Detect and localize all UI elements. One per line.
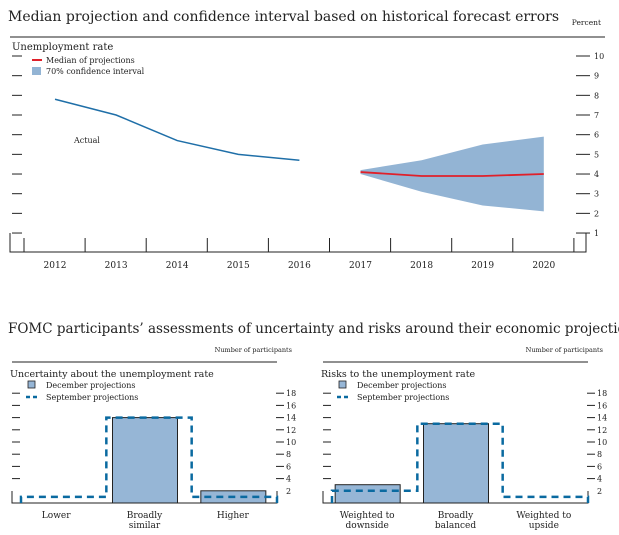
category-label: Broadly <box>127 511 163 521</box>
x-tick-label: 2016 <box>288 261 311 271</box>
y-tick-label: 7 <box>594 111 599 120</box>
y-tick-label: 18 <box>597 389 607 398</box>
category-label: downside <box>346 521 389 531</box>
chart-title: Uncertainty about the unemployment rate <box>10 369 214 380</box>
axis-frame <box>9 233 587 253</box>
middle-title: FOMC participants’ assessments of uncert… <box>8 321 619 337</box>
y-tick-label: 1 <box>594 229 599 238</box>
y-tick-label: 4 <box>594 170 599 179</box>
confidence-band <box>360 136 544 212</box>
y-tick-label: 12 <box>286 426 296 435</box>
legend-ci-label: 70% confidence interval <box>46 67 145 76</box>
y-tick-label: 4 <box>286 475 291 484</box>
unit-label: Percent <box>572 18 601 27</box>
actual-annotation: Actual <box>73 136 100 145</box>
category-label: balanced <box>435 521 477 531</box>
legend-december-swatch <box>27 380 36 389</box>
category-label: Lower <box>42 511 71 521</box>
december-bar <box>112 417 178 504</box>
chart-title: Risks to the unemployment rate <box>321 369 476 380</box>
legend-september-label: September projections <box>357 393 449 402</box>
bar-chart-risks: Number of participants Risks to the unemp… <box>321 346 607 531</box>
y-axis-label: Number of participants <box>215 346 292 354</box>
y-tick-label: 6 <box>594 131 599 140</box>
y-tick-label: 2 <box>594 209 599 218</box>
y-tick-label: 5 <box>594 150 599 159</box>
category-label: Higher <box>217 511 250 521</box>
legend-december-label: December projections <box>357 381 446 390</box>
september-outline <box>330 422 590 503</box>
category-label: upside <box>529 521 559 531</box>
median-line <box>360 171 544 177</box>
x-tick-label: 2015 <box>227 261 250 271</box>
y-tick-label: 16 <box>286 401 296 410</box>
category-label: Weighted to <box>340 511 395 521</box>
y-tick-label: 4 <box>597 475 602 484</box>
legend-median-label: Median of projections <box>46 56 135 65</box>
y-axis-label: Number of participants <box>526 346 603 354</box>
x-tick-label: 2019 <box>471 261 494 271</box>
y-tick-label: 10 <box>594 52 604 61</box>
y-tick-label: 16 <box>597 401 607 410</box>
top-title: Median projection and confidence interva… <box>8 9 559 25</box>
y-tick-label: 10 <box>286 438 296 447</box>
x-tick-label: 2017 <box>349 261 372 271</box>
chart-title: Unemployment rate <box>12 42 113 53</box>
legend-ci-swatch <box>32 67 41 75</box>
x-tick-label: 2013 <box>105 261 128 271</box>
category-label: similar <box>129 521 161 531</box>
y-tick-label: 8 <box>594 91 599 100</box>
line-chart: 2012 2013 2014 2015 2016 2017 2018 2019 2020 1 2 3 4… <box>9 36 605 271</box>
x-tick-label: 2014 <box>166 261 189 271</box>
y-tick-label: 9 <box>594 72 599 81</box>
december-bar <box>423 423 489 504</box>
y-tick-label: 3 <box>594 190 599 199</box>
category-label: Weighted to <box>516 511 571 521</box>
december-bar <box>334 484 401 504</box>
y-tick-label: 2 <box>286 487 291 496</box>
x-tick-label: 2012 <box>44 261 67 271</box>
actual-line <box>54 98 300 161</box>
y-tick-label: 6 <box>286 462 291 471</box>
y-tick-label: 8 <box>597 450 602 459</box>
y-tick-label: 14 <box>286 414 296 423</box>
y-tick-label: 10 <box>597 438 607 447</box>
bar-chart-uncertainty: Number of participants Uncertainty about … <box>10 346 296 531</box>
x-tick-label: 2020 <box>532 261 555 271</box>
y-tick-label: 8 <box>286 450 291 459</box>
legend-september-label: September projections <box>46 393 138 402</box>
x-tick-label: 2018 <box>410 261 433 271</box>
legend-december-label: December projections <box>46 381 135 390</box>
category-label: Broadly <box>438 511 474 521</box>
y-tick-label: 18 <box>286 389 296 398</box>
y-tick-label: 6 <box>597 462 602 471</box>
y-tick-label: 14 <box>597 414 607 423</box>
y-tick-label: 2 <box>597 487 602 496</box>
legend-december-swatch <box>338 380 347 389</box>
y-tick-label: 12 <box>597 426 607 435</box>
